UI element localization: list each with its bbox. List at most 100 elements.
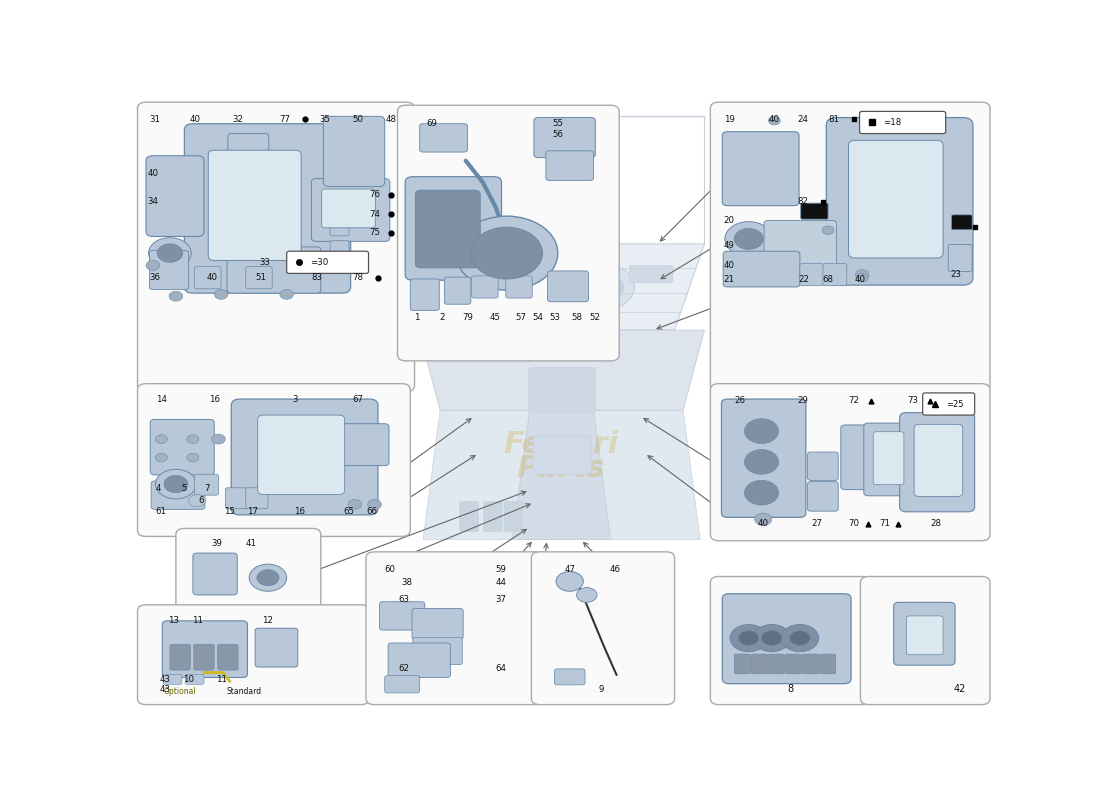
Text: 34: 34 xyxy=(147,198,158,206)
Text: 46: 46 xyxy=(609,565,620,574)
FancyBboxPatch shape xyxy=(769,654,784,674)
FancyBboxPatch shape xyxy=(311,178,389,242)
FancyBboxPatch shape xyxy=(412,638,462,665)
FancyBboxPatch shape xyxy=(420,124,468,152)
Circle shape xyxy=(146,261,160,270)
Text: 41: 41 xyxy=(245,539,256,548)
FancyBboxPatch shape xyxy=(864,423,909,496)
Text: 5: 5 xyxy=(182,484,187,493)
Circle shape xyxy=(169,291,183,301)
Text: 45: 45 xyxy=(491,314,502,322)
FancyBboxPatch shape xyxy=(163,674,182,684)
Text: 75: 75 xyxy=(368,228,379,238)
FancyBboxPatch shape xyxy=(412,609,463,639)
FancyBboxPatch shape xyxy=(151,481,205,510)
Circle shape xyxy=(738,630,759,646)
Text: 40: 40 xyxy=(147,169,158,178)
Text: 43: 43 xyxy=(160,685,170,694)
FancyBboxPatch shape xyxy=(385,676,420,693)
FancyBboxPatch shape xyxy=(534,435,591,474)
Text: =25: =25 xyxy=(946,399,964,409)
Circle shape xyxy=(745,418,779,443)
Circle shape xyxy=(581,271,624,302)
Polygon shape xyxy=(424,410,700,539)
Text: 52: 52 xyxy=(590,314,601,322)
Circle shape xyxy=(157,244,183,262)
Text: 11: 11 xyxy=(216,675,227,685)
FancyBboxPatch shape xyxy=(952,215,972,230)
Circle shape xyxy=(790,630,810,646)
FancyBboxPatch shape xyxy=(195,474,219,495)
Text: 53: 53 xyxy=(550,314,561,322)
FancyBboxPatch shape xyxy=(231,399,378,515)
Text: 72: 72 xyxy=(848,397,859,406)
Text: 82: 82 xyxy=(796,198,807,206)
FancyBboxPatch shape xyxy=(823,263,847,286)
Text: 40: 40 xyxy=(190,115,201,124)
Text: 56: 56 xyxy=(552,130,563,139)
Circle shape xyxy=(730,625,768,652)
FancyBboxPatch shape xyxy=(194,644,214,670)
Text: 62: 62 xyxy=(399,664,410,674)
FancyBboxPatch shape xyxy=(321,189,375,228)
FancyBboxPatch shape xyxy=(751,654,768,674)
FancyBboxPatch shape xyxy=(820,654,836,674)
Text: 57: 57 xyxy=(516,314,527,322)
Text: 44: 44 xyxy=(495,578,506,587)
FancyBboxPatch shape xyxy=(405,177,502,280)
FancyBboxPatch shape xyxy=(150,250,189,290)
Circle shape xyxy=(155,435,167,443)
Text: Optional: Optional xyxy=(164,686,197,695)
Text: 29: 29 xyxy=(798,397,807,406)
FancyBboxPatch shape xyxy=(366,552,543,705)
FancyBboxPatch shape xyxy=(146,156,204,237)
Circle shape xyxy=(735,229,763,250)
FancyBboxPatch shape xyxy=(840,425,882,490)
Polygon shape xyxy=(419,330,704,410)
Text: 9: 9 xyxy=(598,685,604,694)
Text: 39: 39 xyxy=(211,539,222,548)
Circle shape xyxy=(754,625,791,652)
Text: 32: 32 xyxy=(232,115,243,124)
Text: 17: 17 xyxy=(248,507,258,516)
Text: 20: 20 xyxy=(724,216,735,225)
FancyBboxPatch shape xyxy=(330,222,349,236)
FancyBboxPatch shape xyxy=(735,654,750,674)
FancyBboxPatch shape xyxy=(546,151,594,180)
Text: 28: 28 xyxy=(931,519,942,528)
Circle shape xyxy=(187,454,199,462)
FancyBboxPatch shape xyxy=(151,419,214,475)
FancyBboxPatch shape xyxy=(337,424,389,466)
FancyBboxPatch shape xyxy=(848,140,943,258)
Circle shape xyxy=(570,263,635,310)
Text: 11: 11 xyxy=(191,616,202,625)
FancyBboxPatch shape xyxy=(914,424,962,496)
Text: 77: 77 xyxy=(279,115,290,124)
FancyBboxPatch shape xyxy=(169,644,190,670)
Text: 22: 22 xyxy=(799,275,810,284)
FancyBboxPatch shape xyxy=(388,643,450,678)
FancyBboxPatch shape xyxy=(138,102,415,392)
Text: 35: 35 xyxy=(320,115,330,124)
FancyBboxPatch shape xyxy=(484,502,503,531)
Circle shape xyxy=(279,290,294,299)
Text: 50: 50 xyxy=(352,115,363,124)
Circle shape xyxy=(856,270,869,279)
Text: 58: 58 xyxy=(571,314,582,322)
FancyBboxPatch shape xyxy=(226,488,248,509)
Text: 43: 43 xyxy=(160,675,170,685)
FancyBboxPatch shape xyxy=(873,432,904,485)
Text: 16: 16 xyxy=(209,394,220,403)
Text: 48: 48 xyxy=(385,115,396,124)
Text: 37: 37 xyxy=(495,595,506,604)
Text: 68: 68 xyxy=(823,275,834,284)
Text: 74: 74 xyxy=(368,210,379,218)
Text: =30: =30 xyxy=(310,258,329,267)
Text: 40: 40 xyxy=(854,275,865,284)
Text: 79: 79 xyxy=(462,314,473,322)
Text: 19: 19 xyxy=(724,115,735,124)
Circle shape xyxy=(348,499,362,510)
Text: 6: 6 xyxy=(199,496,205,506)
Text: 64: 64 xyxy=(495,664,506,674)
Text: 40: 40 xyxy=(758,519,769,528)
